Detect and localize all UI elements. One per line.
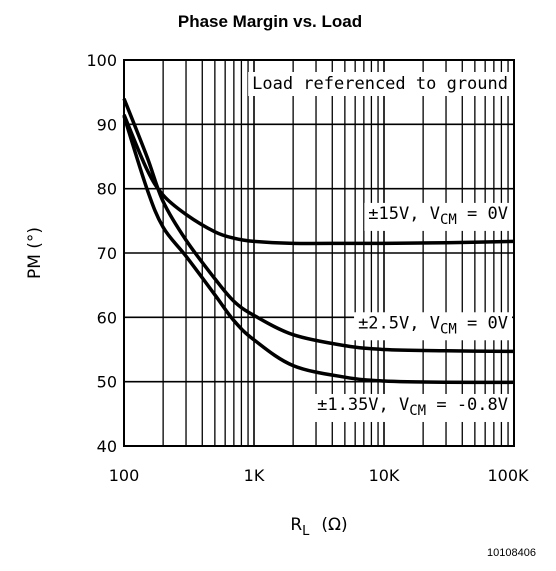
series-label-sub: CM xyxy=(440,212,457,228)
series-label-1: ±15V, VCM = 0V xyxy=(364,202,512,231)
y-tick-label: 80 xyxy=(97,180,117,199)
series-curve-2 xyxy=(122,97,515,354)
series-label-main: ±2.5V, V xyxy=(358,313,440,333)
x-axis-label: RL (Ω) xyxy=(290,515,347,539)
y-axis-label: PM (°) xyxy=(25,227,45,279)
series-label-text: ±15V, VCM = 0V xyxy=(368,204,508,228)
series-label-sub: CM xyxy=(409,403,426,419)
x-tick-label: 1K xyxy=(244,466,265,485)
x-tick-label: 100 xyxy=(109,466,140,485)
plot-border xyxy=(123,59,515,447)
y-tick-label: 100 xyxy=(86,51,117,70)
x-tick-label: 10K xyxy=(369,466,400,485)
series-label-tail: = 0V xyxy=(457,313,508,333)
series-curve-1 xyxy=(122,114,515,246)
series-label-3: ±1.35V, VCM = -0.8V xyxy=(313,393,512,422)
plot-frame xyxy=(123,59,515,447)
y-tick-label: 60 xyxy=(97,308,117,327)
annotation-background xyxy=(248,72,512,96)
load-annotation: Load referenced to ground xyxy=(252,74,508,94)
x-tick-labels: 100 1K 10K 100K xyxy=(109,466,529,485)
series-labels: ±15V, VCM = 0V±2.5V, VCM = 0V±1.35V, VCM… xyxy=(313,202,512,422)
x-axis-label-main: R xyxy=(290,515,302,535)
series-label-background xyxy=(354,312,512,341)
y-tick-label: 50 xyxy=(97,373,117,392)
y-tick-label: 90 xyxy=(97,115,117,134)
series-label-tail: = -0.8V xyxy=(426,395,508,415)
x-axis-label-unit: (Ω) xyxy=(321,515,347,535)
series-curves xyxy=(122,97,515,385)
y-tick-label: 70 xyxy=(97,244,117,263)
series-label-main: ±1.35V, V xyxy=(317,395,409,415)
series-label-sub: CM xyxy=(440,321,457,337)
series-label-text: ±2.5V, VCM = 0V xyxy=(358,313,508,337)
series-label-tail: = 0V xyxy=(457,204,508,224)
series-label-text: ±1.35V, VCM = -0.8V xyxy=(317,395,508,419)
chart-title: Phase Margin vs. Load xyxy=(178,12,362,31)
series-label-2: ±2.5V, VCM = 0V xyxy=(354,312,512,341)
series-label-main: ±15V, V xyxy=(368,204,440,224)
y-tick-labels: 40 50 60 70 80 90 100 xyxy=(86,51,117,456)
x-axis-label-sub: L xyxy=(302,524,310,539)
series-curve-3 xyxy=(122,115,515,385)
series-label-background xyxy=(313,393,512,422)
series-label-background xyxy=(364,202,512,231)
figure-id: 10108406 xyxy=(487,547,536,559)
x-tick-label: 100K xyxy=(487,466,529,485)
y-tick-label: 40 xyxy=(97,437,117,456)
